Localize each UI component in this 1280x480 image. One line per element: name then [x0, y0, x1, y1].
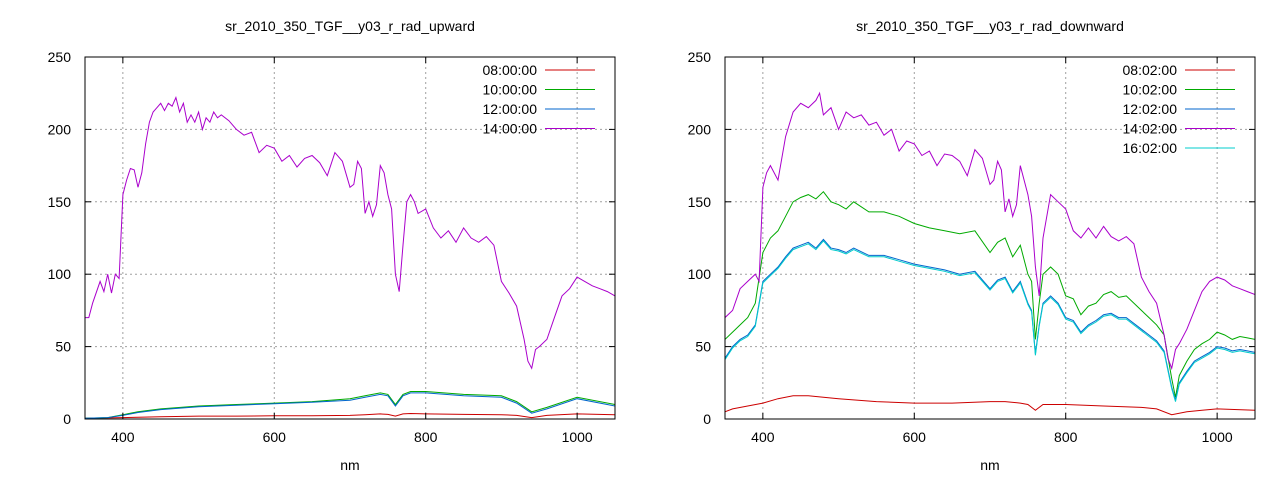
series-line-16:02:00 — [725, 240, 1255, 402]
y-tick-label: 150 — [688, 194, 712, 210]
series-line-08:00:00 — [85, 412, 615, 419]
legend-label-12:00:00: 12:00:00 — [483, 101, 538, 117]
y-tick-label: 0 — [703, 411, 711, 427]
series-line-14:02:00 — [725, 91, 1255, 371]
legend-label-10:02:00: 10:02:00 — [1123, 82, 1178, 98]
x-axis-label: nm — [340, 457, 359, 473]
x-tick-label: 400 — [111, 429, 135, 445]
x-axis-label: nm — [980, 457, 999, 473]
x-tick-label: 600 — [903, 429, 927, 445]
x-tick-label: 600 — [263, 429, 287, 445]
chart-title: sr_2010_350_TGF__y03_r_rad_upward — [225, 18, 475, 34]
y-tick-label: 250 — [48, 49, 72, 65]
y-tick-label: 200 — [48, 121, 72, 137]
series-line-10:02:00 — [725, 190, 1255, 398]
y-tick-label: 150 — [48, 194, 72, 210]
series-line-08:02:00 — [725, 395, 1255, 416]
series-line-12:00:00 — [85, 392, 615, 419]
chart-title: sr_2010_350_TGF__y03_r_rad_downward — [856, 18, 1124, 34]
plot-frame — [724, 56, 1256, 420]
chart-downward: sr_2010_350_TGF__y03_r_rad_downward 400 60… — [688, 18, 1256, 473]
legend-label-10:00:00: 10:00:00 — [483, 82, 538, 98]
x-tick-label: 800 — [1054, 429, 1078, 445]
legend-label-08:02:00: 08:02:00 — [1123, 62, 1178, 78]
series-line-14:00:00 — [85, 95, 615, 370]
y-tick-label: 200 — [688, 121, 712, 137]
legend-label-14:02:00: 14:02:00 — [1123, 121, 1178, 137]
x-tick-label: 800 — [414, 429, 438, 445]
legend-label-08:00:00: 08:00:00 — [483, 62, 538, 78]
x-tick-label: 1000 — [1202, 429, 1233, 445]
chart-upward: sr_2010_350_TGF__y03_r_rad_upward 400 600 8… — [48, 18, 616, 473]
y-tick-label: 250 — [688, 49, 712, 65]
legend-label-14:00:00: 14:00:00 — [483, 121, 538, 137]
y-tick-label: 50 — [55, 339, 71, 355]
y-tick-label: 100 — [688, 266, 712, 282]
y-tick-label: 100 — [48, 266, 72, 282]
legend-label-16:02:00: 16:02:00 — [1123, 140, 1178, 156]
x-tick-label: 1000 — [562, 429, 593, 445]
series-line-10:00:00 — [85, 391, 615, 419]
y-tick-label: 0 — [63, 411, 71, 427]
series-line-12:02:00 — [725, 238, 1255, 401]
plot-frame — [84, 56, 616, 420]
x-tick-label: 400 — [751, 429, 775, 445]
legend-label-12:02:00: 12:02:00 — [1123, 101, 1178, 117]
y-tick-label: 50 — [695, 339, 711, 355]
